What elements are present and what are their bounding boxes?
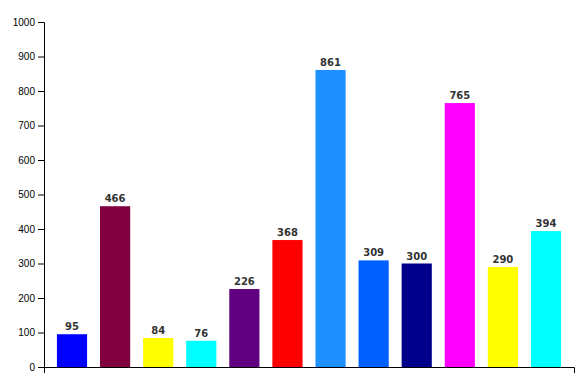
y-tick-mark [38, 126, 44, 127]
data-label: 290 [492, 254, 513, 265]
data-label: 76 [194, 328, 208, 339]
y-tick: 100 [18, 327, 44, 338]
y-axis-line [38, 23, 45, 368]
data-labels: 95 466 84 76 226 368 861 309 300 765 290 394 [65, 57, 556, 339]
y-tick-mark [38, 57, 44, 58]
bar [272, 240, 302, 367]
bar [57, 334, 87, 367]
y-tick-mark [38, 264, 44, 265]
bar [488, 267, 518, 367]
y-tick-label: 800 [18, 86, 35, 97]
y-tick-mark [38, 333, 44, 334]
data-label: 466 [105, 193, 126, 204]
y-tick-label: 200 [18, 293, 35, 304]
y-tick-label: 900 [18, 51, 35, 62]
y-tick: 1000 [13, 17, 44, 28]
y-tick-label: 0 [29, 362, 35, 373]
y-tick-mark [38, 229, 44, 230]
y-tick: 200 [18, 293, 44, 304]
y-tick: 900 [18, 51, 44, 62]
data-label: 368 [277, 227, 298, 238]
y-tick-mark [38, 298, 44, 299]
x-axis [45, 368, 575, 374]
data-label: 300 [406, 251, 427, 262]
y-axis: 0 100 200 300 400 500 600 700 800 900 1000 [13, 17, 45, 373]
chart: 0 100 200 300 400 500 600 700 800 900 1000 95 466 84 7… [0, 0, 586, 389]
y-tick-label: 700 [18, 120, 35, 131]
y-tick-label: 400 [18, 224, 35, 235]
data-label: 765 [449, 90, 470, 101]
bar [186, 341, 216, 367]
y-tick-mark [38, 195, 44, 196]
y-tick-label: 100 [18, 327, 35, 338]
bar [229, 289, 259, 367]
x-axis-line [45, 368, 575, 374]
data-label: 861 [320, 57, 341, 68]
bar [445, 103, 475, 367]
data-label: 84 [151, 325, 165, 336]
data-label: 95 [65, 321, 79, 332]
bar [359, 260, 389, 367]
y-tick-mark [38, 22, 44, 23]
y-tick: 500 [18, 189, 44, 200]
y-tick-mark [38, 91, 44, 92]
y-tick: 400 [18, 224, 44, 235]
y-tick-label: 300 [18, 258, 35, 269]
y-tick-label: 1000 [13, 17, 36, 28]
bar [143, 338, 173, 367]
y-tick: 800 [18, 86, 44, 97]
bar [315, 70, 345, 367]
data-label: 394 [536, 218, 557, 229]
bar [100, 206, 130, 367]
bar [402, 264, 432, 368]
y-tick-label: 600 [18, 155, 35, 166]
y-tick: 300 [18, 258, 44, 269]
bars [57, 70, 561, 367]
data-label: 309 [363, 247, 384, 258]
y-tick-label: 500 [18, 189, 35, 200]
y-tick: 600 [18, 155, 44, 166]
y-tick: 0 [29, 362, 44, 373]
y-tick: 700 [18, 120, 44, 131]
y-tick-mark [38, 160, 44, 161]
plot: 0 100 200 300 400 500 600 700 800 900 1000 95 466 84 7… [13, 17, 575, 373]
bar [531, 231, 561, 367]
data-label: 226 [234, 276, 255, 287]
y-tick-mark [38, 367, 44, 368]
